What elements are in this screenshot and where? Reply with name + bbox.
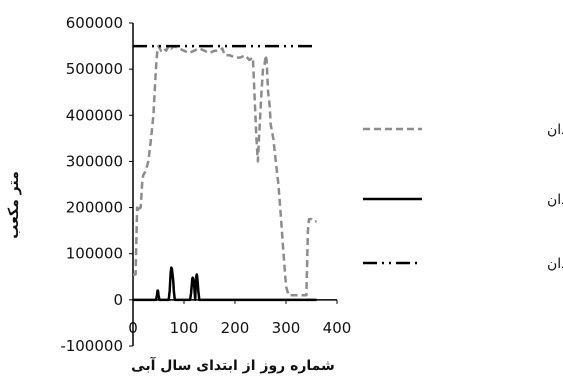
x-tick-label: 200 xyxy=(221,319,250,337)
y-tick-label: 200000 xyxy=(66,199,123,217)
y-tick-label: 300000 xyxy=(66,152,123,170)
y-axis-title: متر مکعب xyxy=(6,171,22,239)
series-spillway-line xyxy=(133,266,317,302)
y-tick-label: -100000 xyxy=(60,337,123,355)
legend-label-spillway: سریز از آب بندان xyxy=(547,191,563,208)
y-tick-label: 0 xyxy=(113,291,123,309)
x-tick-label: 400 xyxy=(323,319,352,337)
x-tick-label: 100 xyxy=(170,319,199,337)
series-layer xyxy=(133,44,317,302)
legend-label-reservoir-volume: حجم آب بندان xyxy=(547,121,563,138)
y-axis-ticks: -100000 0 100000 200000 300000 400000 500000 60… xyxy=(60,14,133,355)
legend: حجم آب بندان سریز از آب بندان بیشینه حجم… xyxy=(363,121,563,272)
y-tick-label: 600000 xyxy=(66,14,123,32)
series-reservoir-volume-line xyxy=(133,44,317,297)
x-tick-label: 300 xyxy=(272,319,301,337)
axes xyxy=(132,23,337,346)
y-tick-label: 400000 xyxy=(66,106,123,124)
y-tick-label: 500000 xyxy=(66,60,123,78)
legend-label-max-volume: بیشینه حجم آب بندان xyxy=(547,255,563,272)
x-axis-title: شماره روز از ابتدای سال آبی xyxy=(131,356,335,374)
y-tick-label: 100000 xyxy=(66,245,123,263)
